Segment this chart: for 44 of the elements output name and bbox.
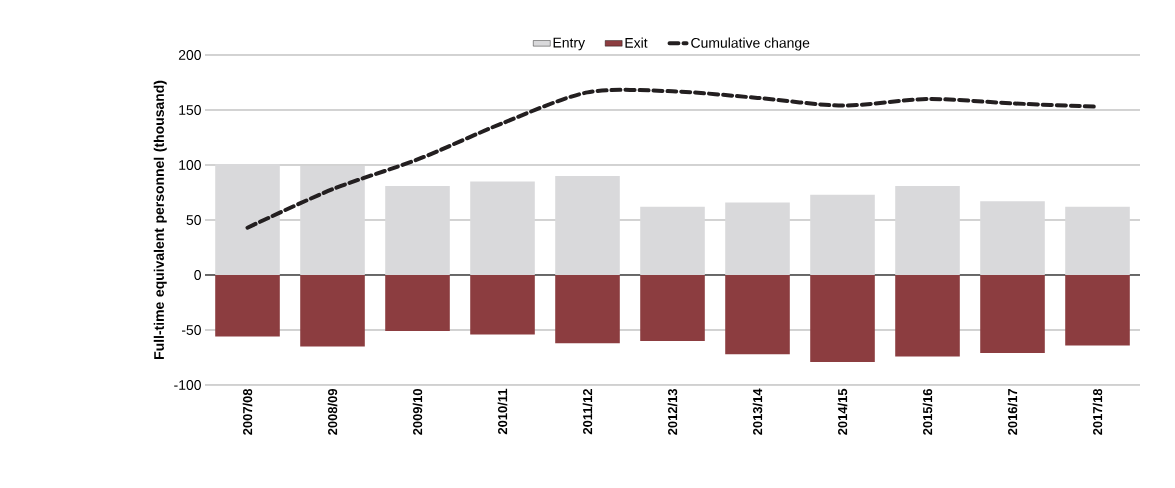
legend-label: Entry [553,37,586,51]
bar [215,163,280,275]
bar [555,274,620,344]
x-tick-label: 2016/17 [1007,389,1018,435]
y-tick-label: 100 [179,160,201,170]
bar [895,274,960,357]
legend-label: Cumulative change [691,37,810,51]
legend-label: Exit [625,37,648,48]
y-axis-title: Full-time equivalent personnel (thousand) [153,80,167,359]
bar [470,274,535,335]
bar [895,185,960,275]
x-tick-label: 2012/13 [667,388,678,435]
bar [1065,274,1130,346]
bar [640,274,705,341]
bar [980,201,1045,275]
bar [385,185,450,275]
bar [300,166,365,275]
x-tick-label: 2010/11 [497,388,508,435]
bar [215,274,280,337]
bar [300,274,365,347]
x-tick-label: 2017/18 [1092,388,1103,435]
y-tick-label: 0 [194,270,201,280]
x-tick-label: 2013/14 [752,388,763,435]
y-tick-label: 50 [186,215,201,225]
bar [980,274,1045,354]
x-tick-label: 2009/10 [412,389,423,435]
x-tick-label: 2014/15 [837,388,848,435]
bar [725,274,790,355]
bar [470,181,535,275]
bar [725,202,790,275]
y-tick-label: 150 [179,105,201,115]
bar [555,175,620,275]
bar [810,274,875,362]
y-tick-label: -50 [181,325,201,335]
x-tick-label: 2007/08 [242,388,253,435]
bar [810,194,875,275]
bar [385,274,450,332]
x-tick-label: 2008/09 [327,389,338,435]
y-tick-label: 200 [178,50,201,60]
bar [640,206,705,275]
x-tick-label: 2015/16 [922,388,933,435]
y-tick-label: -100 [174,380,201,390]
x-tick-label: 2011/12 [582,389,593,435]
bar [1065,206,1130,275]
